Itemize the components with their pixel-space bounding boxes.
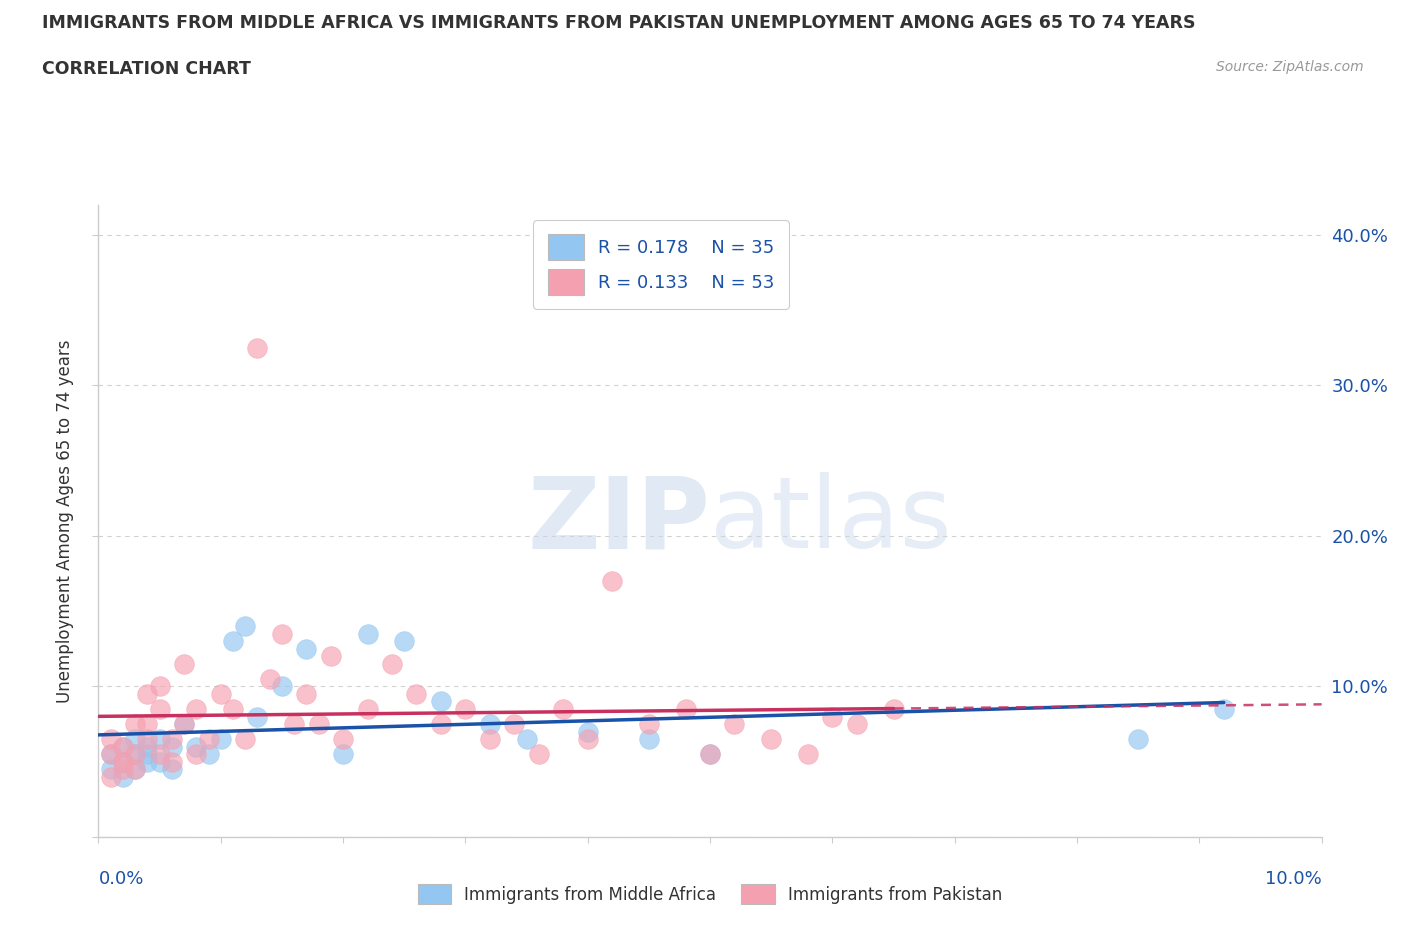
Point (111, 739, 134, 754)
Point (246, 340, 269, 355)
Point (233, 732, 256, 747)
Point (186, 701, 208, 716)
Point (637, 732, 661, 747)
Text: IMMIGRANTS FROM MIDDLE AFRICA VS IMMIGRANTS FROM PAKISTAN UNEMPLOYMENT AMONG AGE: IMMIGRANTS FROM MIDDLE AFRICA VS IMMIGRA… (42, 14, 1195, 32)
Point (845, 717, 868, 732)
Point (209, 686, 232, 701)
Point (124, 762, 146, 777)
Text: 0.0%: 0.0% (98, 870, 143, 887)
Point (100, 732, 122, 747)
Point (1128, 732, 1150, 747)
Point (124, 762, 146, 777)
Point (222, 634, 245, 649)
Point (124, 732, 146, 747)
Point (136, 747, 159, 762)
Point (308, 717, 330, 732)
Point (124, 717, 146, 732)
Point (197, 747, 219, 762)
Point (356, 701, 378, 716)
Y-axis label: Unemployment Among Ages 65 to 74 years: Unemployment Among Ages 65 to 74 years (56, 339, 75, 702)
Point (160, 732, 183, 747)
Point (430, 717, 453, 732)
Point (527, 747, 550, 762)
Point (246, 709, 269, 724)
Point (576, 724, 599, 739)
Point (295, 686, 318, 701)
Text: Source: ZipAtlas.com: Source: ZipAtlas.com (1216, 60, 1364, 74)
Point (136, 739, 159, 754)
Point (430, 694, 453, 709)
Point (173, 717, 195, 732)
Text: ZIP: ZIP (527, 472, 710, 569)
Point (111, 754, 134, 769)
Point (100, 762, 122, 777)
Point (478, 717, 501, 732)
Point (821, 709, 844, 724)
Point (186, 747, 208, 762)
Point (295, 642, 318, 657)
Point (454, 701, 477, 716)
Point (553, 701, 575, 716)
Point (478, 732, 501, 747)
Point (149, 679, 172, 694)
Point (136, 754, 159, 769)
Point (111, 769, 134, 784)
Point (600, 574, 623, 589)
Legend: Immigrants from Middle Africa, Immigrants from Pakistan: Immigrants from Middle Africa, Immigrant… (411, 877, 1010, 910)
Point (149, 747, 172, 762)
Point (797, 747, 820, 762)
Point (699, 747, 721, 762)
Point (270, 626, 292, 641)
Point (149, 754, 172, 769)
Point (197, 732, 219, 747)
Point (173, 657, 195, 671)
Point (100, 747, 122, 762)
Point (173, 717, 195, 732)
Point (405, 686, 427, 701)
Text: CORRELATION CHART: CORRELATION CHART (42, 60, 252, 78)
Point (381, 657, 404, 671)
Point (160, 762, 183, 777)
Point (392, 634, 416, 649)
Point (160, 739, 183, 754)
Point (100, 769, 122, 784)
Point (1212, 701, 1234, 716)
Point (503, 717, 526, 732)
Point (759, 732, 782, 747)
Point (136, 732, 159, 747)
Point (319, 649, 342, 664)
Point (516, 732, 538, 747)
Point (160, 754, 183, 769)
Point (270, 679, 292, 694)
Point (136, 686, 159, 701)
Point (222, 701, 245, 716)
Point (111, 739, 134, 754)
Point (283, 717, 305, 732)
Point (124, 747, 146, 762)
Point (209, 732, 232, 747)
Point (259, 671, 281, 686)
Point (576, 732, 599, 747)
Point (233, 618, 256, 633)
Point (186, 739, 208, 754)
Point (100, 747, 122, 762)
Point (149, 732, 172, 747)
Point (111, 762, 134, 777)
Point (637, 717, 661, 732)
Point (675, 701, 697, 716)
Text: atlas: atlas (710, 472, 952, 569)
Point (136, 717, 159, 732)
Point (699, 747, 721, 762)
Point (149, 701, 172, 716)
Point (332, 747, 354, 762)
Point (332, 732, 354, 747)
Point (124, 747, 146, 762)
Point (356, 626, 378, 641)
Point (883, 701, 905, 716)
Point (111, 754, 134, 769)
Point (723, 717, 745, 732)
Text: 10.0%: 10.0% (1265, 870, 1322, 887)
